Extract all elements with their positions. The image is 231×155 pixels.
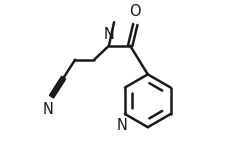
Text: O: O	[130, 4, 141, 19]
Text: N: N	[43, 102, 53, 117]
Text: N: N	[103, 27, 114, 42]
Text: N: N	[116, 118, 128, 133]
